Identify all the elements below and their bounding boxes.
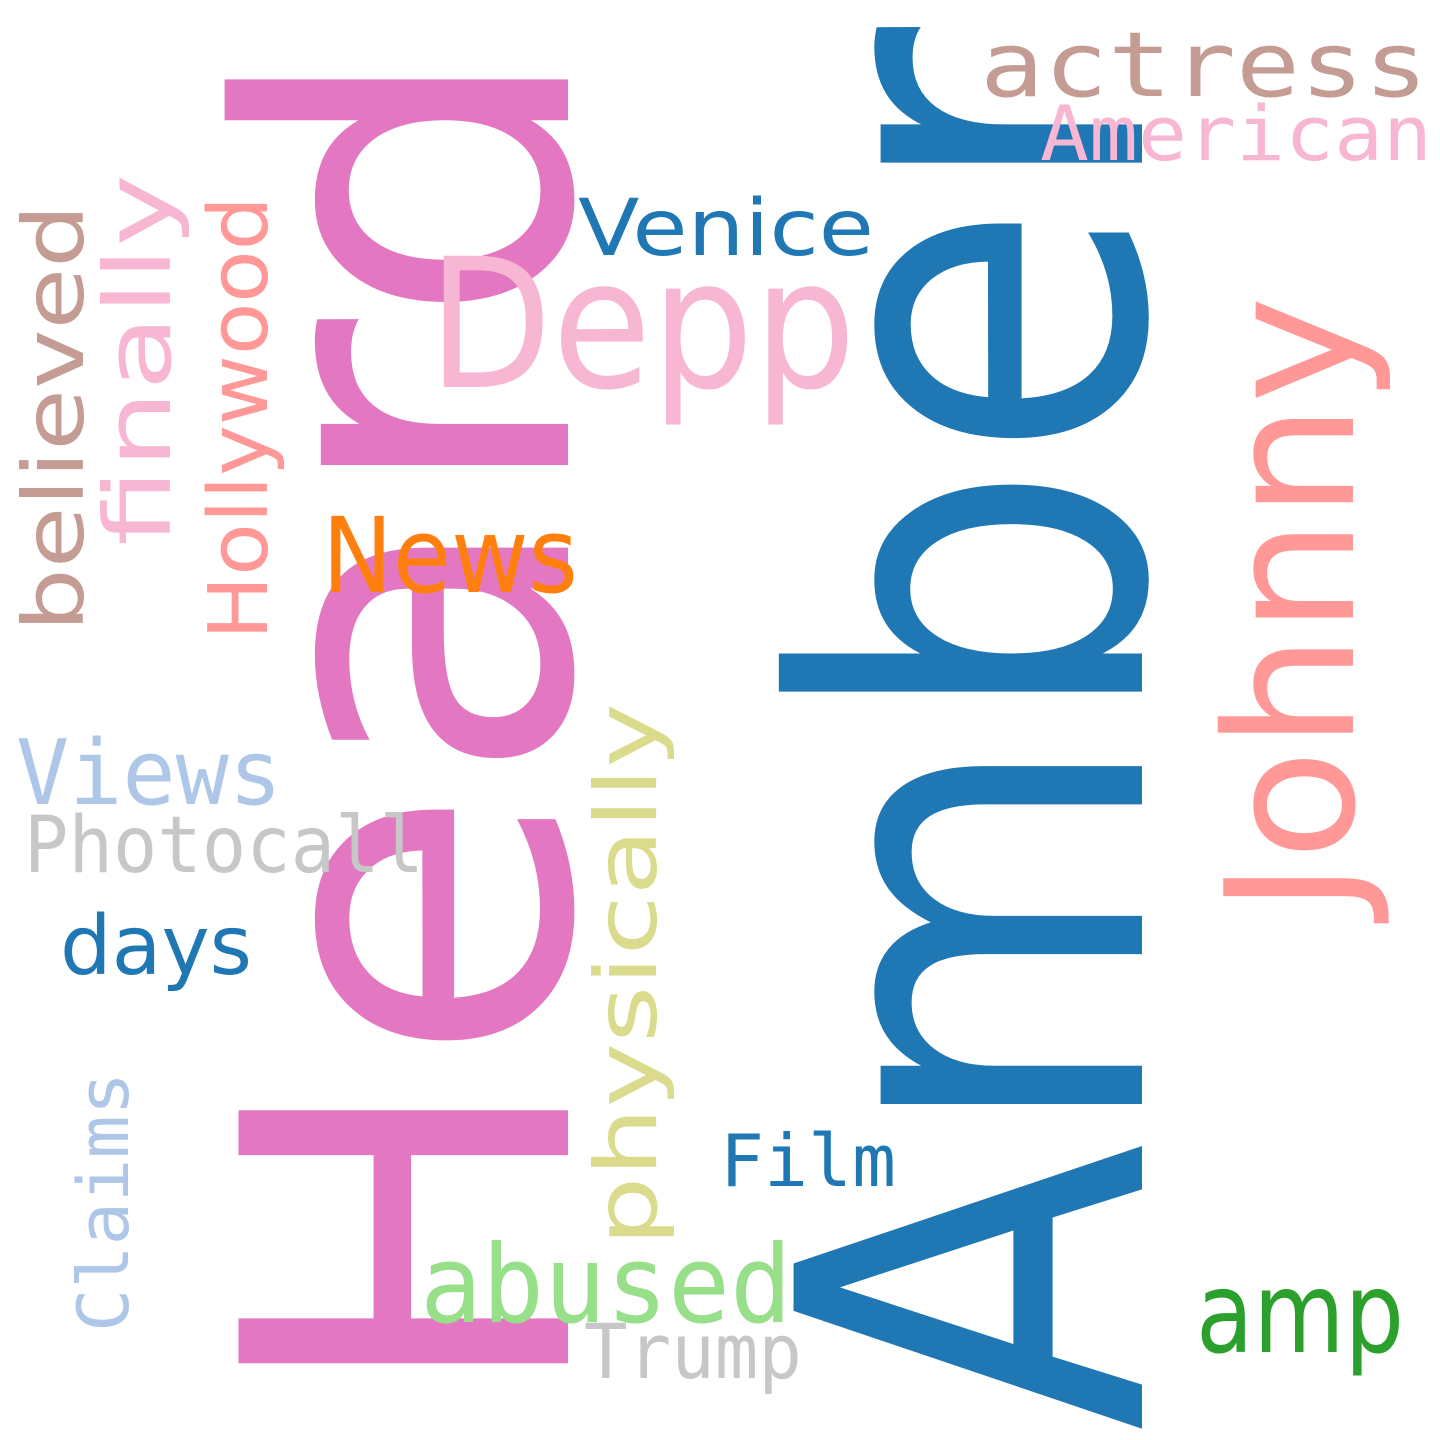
word-amber: Amber (698, 22, 1255, 1432)
word-believed: believed (5, 204, 103, 632)
word-photocall: Photocall (24, 801, 424, 891)
word-days: days (60, 899, 252, 994)
word-physically: physically (577, 703, 677, 1246)
word-finally: finally (85, 174, 192, 546)
word-news: News (322, 495, 578, 617)
word-depp: Depp (428, 221, 856, 430)
word-venice: Venice (578, 184, 874, 274)
word-hollywood: Hollywood (192, 196, 287, 640)
word-heard: Heard (148, 38, 675, 1408)
word-trump: Trump (584, 1307, 802, 1396)
word-abused: abused (420, 1223, 792, 1348)
word-johnny: Johnny (1188, 296, 1395, 924)
word-american: American (1040, 89, 1432, 178)
word-amp: amp (1196, 1249, 1404, 1379)
word-views: Views (16, 721, 282, 826)
word-film: Film (720, 1119, 896, 1203)
word-actress: actress (980, 13, 1428, 118)
word-claims: Claims (63, 1072, 145, 1332)
